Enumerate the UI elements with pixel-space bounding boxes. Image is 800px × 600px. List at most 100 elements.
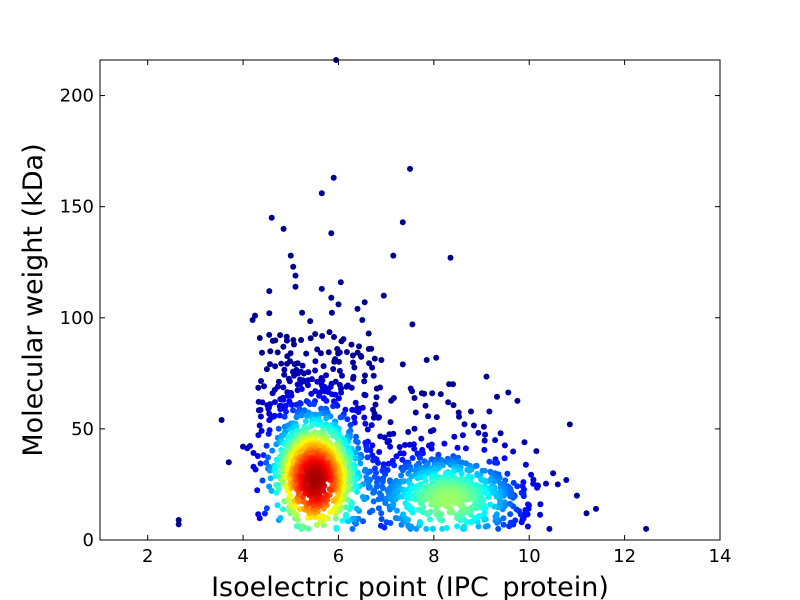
data-point [399, 467, 406, 474]
data-point [276, 412, 283, 419]
data-point [563, 477, 570, 483]
data-point [247, 443, 253, 449]
data-point [566, 421, 573, 428]
data-point [294, 516, 301, 523]
data-point [429, 390, 436, 397]
data-point [573, 492, 580, 499]
data-point [458, 470, 465, 477]
data-point [256, 515, 263, 522]
data-point [280, 343, 287, 350]
data-point [411, 425, 418, 432]
data-point [274, 502, 281, 509]
data-point [445, 496, 452, 503]
data-point [318, 405, 325, 412]
data-point [267, 348, 274, 355]
data-point [328, 230, 335, 237]
data-point [423, 357, 430, 363]
data-point [372, 401, 379, 408]
data-point [483, 490, 490, 497]
data-point [323, 415, 330, 422]
data-point [534, 484, 541, 491]
data-point [447, 254, 454, 261]
data-point [335, 301, 342, 308]
data-point [308, 423, 315, 430]
data-point [306, 401, 313, 408]
x-tick-label: 14 [709, 546, 732, 567]
data-point [379, 478, 386, 485]
data-point [339, 517, 346, 524]
data-point [278, 360, 285, 367]
data-point [259, 477, 266, 484]
data-point [343, 349, 350, 355]
data-point [303, 350, 310, 357]
data-point [323, 372, 330, 379]
data-point [312, 367, 319, 374]
data-point [366, 360, 373, 367]
data-point [521, 439, 528, 446]
data-point [320, 363, 327, 370]
data-point [449, 493, 456, 500]
data-point [274, 349, 281, 356]
data-point [361, 378, 368, 385]
data-point [299, 523, 306, 530]
data-point [272, 337, 279, 344]
data-point [307, 318, 314, 325]
data-point [420, 504, 427, 510]
data-point [380, 485, 386, 492]
data-point [175, 517, 182, 523]
data-point [378, 495, 385, 502]
data-point [364, 454, 371, 461]
data-point [328, 294, 335, 301]
data-point [369, 507, 376, 514]
data-point [423, 462, 430, 469]
data-point [371, 473, 378, 480]
data-point [271, 413, 278, 420]
data-point [524, 523, 531, 530]
data-point [335, 395, 342, 402]
data-point [400, 450, 407, 457]
data-point [298, 386, 305, 392]
data-point [408, 505, 415, 512]
data-point [283, 337, 290, 344]
data-point [376, 449, 383, 455]
data-point [271, 399, 278, 406]
data-point [277, 332, 284, 339]
data-point [268, 487, 275, 494]
data-point [326, 486, 333, 493]
data-point [370, 457, 377, 464]
data-point [331, 334, 337, 340]
data-point [416, 454, 423, 461]
data-point [482, 431, 489, 438]
data-point [294, 381, 301, 388]
data-point [537, 511, 544, 518]
data-point [461, 523, 468, 530]
data-point [433, 354, 440, 361]
data-point [280, 432, 287, 439]
data-point [304, 412, 310, 419]
data-point [380, 292, 387, 299]
data-point [486, 408, 493, 415]
data-point [275, 485, 282, 492]
data-point [261, 510, 268, 517]
data-point [280, 396, 287, 403]
data-point [307, 335, 314, 342]
data-point [510, 479, 517, 486]
data-point [412, 409, 419, 416]
data-point [522, 461, 529, 468]
data-point [269, 447, 276, 454]
data-point [365, 346, 372, 352]
data-point [314, 346, 321, 353]
data-point [375, 459, 381, 466]
data-point [470, 422, 477, 429]
data-point [428, 445, 435, 452]
data-point [281, 371, 288, 378]
data-point [349, 406, 356, 413]
data-point [344, 416, 351, 423]
data-point [258, 378, 264, 384]
data-point [408, 523, 415, 530]
data-point [439, 525, 446, 532]
data-point [550, 470, 557, 477]
data-point [375, 505, 382, 512]
data-point [260, 452, 267, 459]
data-point [312, 331, 319, 337]
